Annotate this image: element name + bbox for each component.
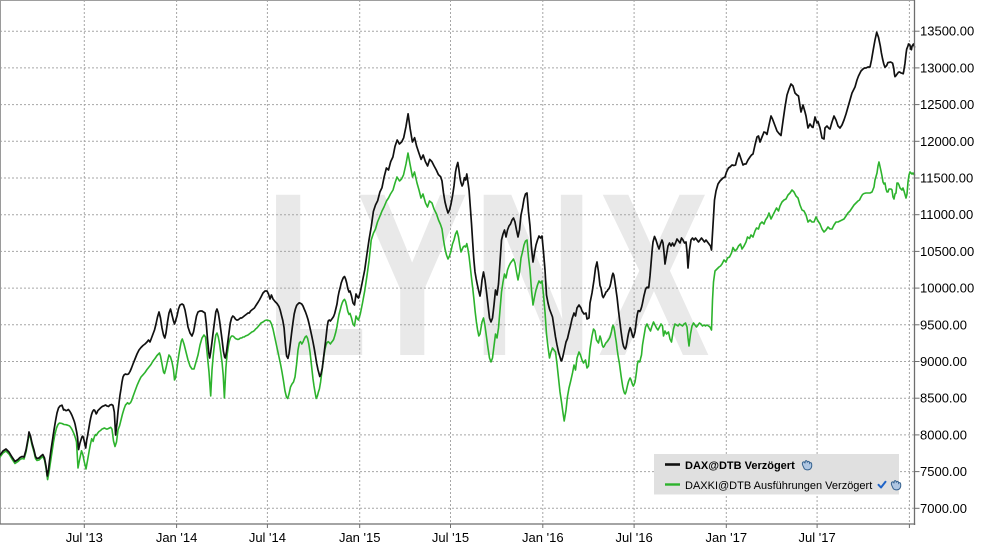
svg-text:Jul '17: Jul '17 bbox=[799, 530, 836, 545]
svg-text:12000.00: 12000.00 bbox=[920, 134, 974, 149]
svg-text:13000.00: 13000.00 bbox=[920, 60, 974, 75]
svg-text:12500.00: 12500.00 bbox=[920, 97, 974, 112]
svg-text:11000.00: 11000.00 bbox=[920, 207, 973, 222]
svg-text:Jan '15: Jan '15 bbox=[339, 530, 381, 545]
svg-text:10500.00: 10500.00 bbox=[920, 244, 974, 259]
svg-text:7000.00: 7000.00 bbox=[920, 501, 967, 516]
svg-text:Jan '16: Jan '16 bbox=[522, 530, 564, 545]
svg-text:13500.00: 13500.00 bbox=[920, 24, 974, 39]
svg-text:11500.00: 11500.00 bbox=[920, 171, 973, 186]
svg-text:Jul '15: Jul '15 bbox=[432, 530, 469, 545]
svg-text:7500.00: 7500.00 bbox=[920, 464, 967, 479]
svg-text:9000.00: 9000.00 bbox=[920, 354, 967, 369]
svg-text:8000.00: 8000.00 bbox=[920, 427, 967, 442]
svg-text:LYNX: LYNX bbox=[265, 145, 714, 406]
svg-text:Jul '13: Jul '13 bbox=[66, 530, 103, 545]
svg-text:Jul '14: Jul '14 bbox=[249, 530, 286, 545]
svg-text:9500.00: 9500.00 bbox=[920, 317, 967, 332]
svg-text:8500.00: 8500.00 bbox=[920, 391, 967, 406]
svg-text:10000.00: 10000.00 bbox=[920, 281, 974, 296]
svg-text:DAXKI@DTB Ausführungen Verzöge: DAXKI@DTB Ausführungen Verzögert bbox=[685, 480, 872, 492]
svg-text:Jan '17: Jan '17 bbox=[706, 530, 748, 545]
svg-text:DAX@DTB Verzögert: DAX@DTB Verzögert bbox=[685, 460, 795, 472]
svg-text:Jul '16: Jul '16 bbox=[616, 530, 653, 545]
svg-text:Jan '14: Jan '14 bbox=[156, 530, 198, 545]
